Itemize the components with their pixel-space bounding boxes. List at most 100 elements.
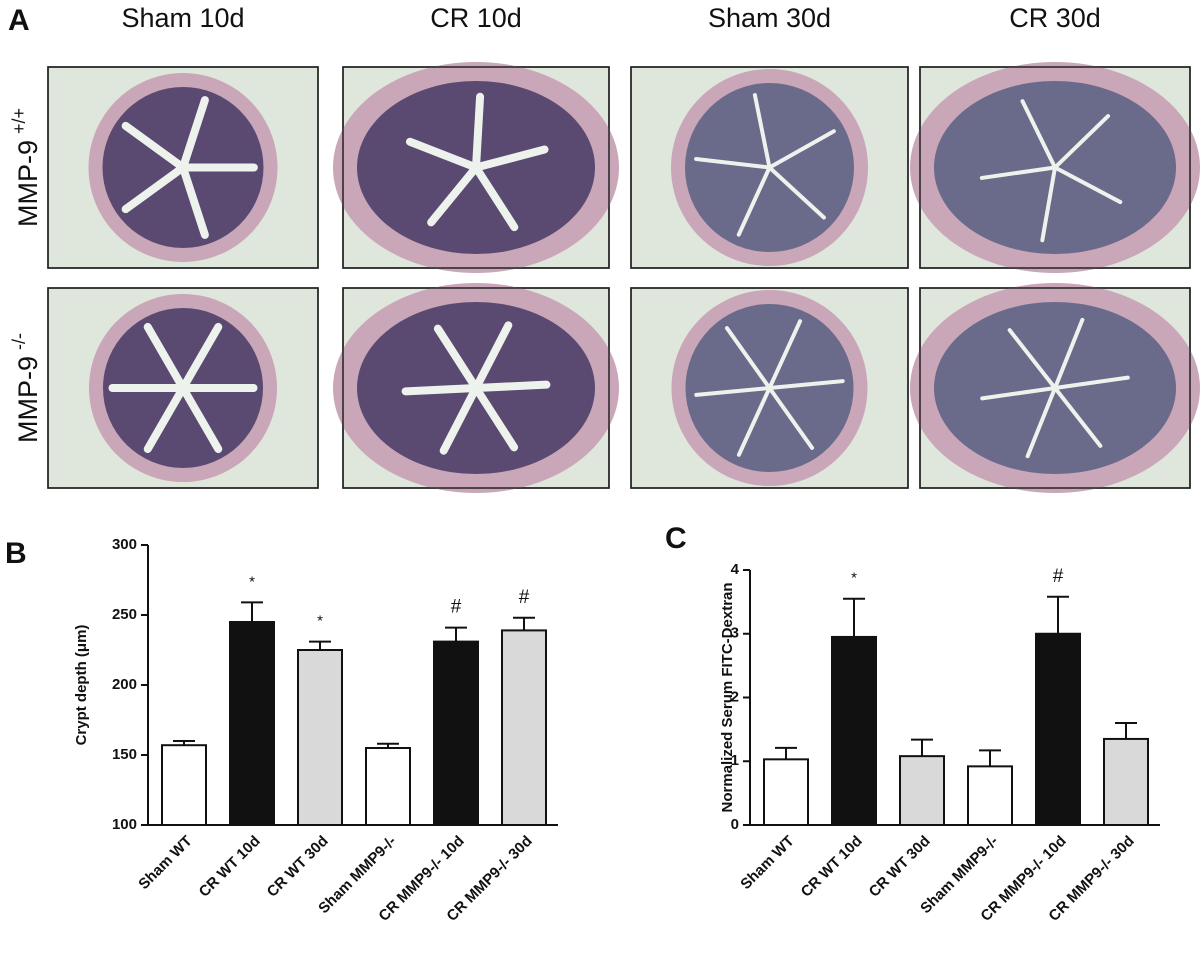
lumen-branch xyxy=(179,96,209,172)
image-frame xyxy=(47,287,319,489)
significance-mark: # xyxy=(1053,566,1064,587)
lumen-branch xyxy=(179,322,223,392)
lumen-branch xyxy=(767,165,826,220)
significance-mark: * xyxy=(317,613,323,630)
y-tick-label: 0 xyxy=(731,816,739,833)
histology-image xyxy=(910,62,1200,273)
lumen-branch xyxy=(121,163,187,214)
significance-mark: * xyxy=(249,573,255,590)
significance-mark: # xyxy=(451,597,462,618)
y-tick-label: 1 xyxy=(731,752,739,769)
image-frame xyxy=(342,287,610,489)
y-tick-label: 300 xyxy=(112,536,137,553)
y-tick-label: 4 xyxy=(731,561,740,578)
lumen-branch xyxy=(767,379,845,390)
histology-image xyxy=(630,287,909,489)
bar xyxy=(501,629,547,827)
lumen-branch xyxy=(1020,99,1057,170)
y-axis-label: Crypt depth (μm) xyxy=(73,625,90,746)
x-tick-label: CR WT 10d xyxy=(798,833,866,901)
significance-mark: # xyxy=(519,587,530,608)
image-frame xyxy=(919,287,1191,489)
row-label: MMP-9 -/- xyxy=(9,333,43,443)
y-axis-label: Normalized Serum FITC-Dextran xyxy=(719,582,736,812)
column-label: CR 30d xyxy=(1009,3,1101,33)
lumen-branch xyxy=(767,129,836,170)
image-frame xyxy=(630,66,909,269)
lumen-branch xyxy=(724,326,772,390)
column-label: Sham 30d xyxy=(708,3,831,33)
lumen-branch xyxy=(472,163,519,232)
x-tick-label: CR WT 10d xyxy=(196,833,264,901)
histology-image xyxy=(47,66,319,269)
row-label-superscript: +/+ xyxy=(9,108,29,134)
lumen-branch xyxy=(1053,165,1123,205)
histology-image xyxy=(333,283,619,493)
significance-mark: * xyxy=(851,570,857,587)
histology-image xyxy=(47,287,319,489)
lumen-branch xyxy=(736,386,772,457)
lumen-branch xyxy=(401,384,480,396)
lumen-branch xyxy=(1025,386,1057,459)
histology-image xyxy=(630,66,909,269)
lumen-branch xyxy=(433,324,480,392)
x-tick-label: CR WT 30d xyxy=(264,833,332,901)
lumen-branch xyxy=(980,386,1057,401)
x-tick-label: Sham WT xyxy=(737,833,797,893)
row-label: MMP-9 +/+ xyxy=(9,108,43,227)
lumen-branch xyxy=(767,386,815,450)
row-label-name: MMP-9 xyxy=(13,356,43,443)
lumen-branch xyxy=(121,121,187,172)
panel-label: B xyxy=(5,537,27,570)
lumen-branch xyxy=(1007,328,1057,390)
y-tick-label: 100 xyxy=(112,816,137,833)
lumen-branch xyxy=(472,384,519,452)
y-tick-label: 250 xyxy=(112,606,137,623)
lumen-branch xyxy=(736,165,772,237)
row-label-name: MMP-9 xyxy=(13,140,43,227)
y-tick-label: 2 xyxy=(731,688,739,705)
bar xyxy=(297,649,343,826)
lumen-branch xyxy=(1053,114,1111,170)
lumen-branch xyxy=(1040,165,1057,243)
histology-image xyxy=(333,62,619,273)
column-label: Sham 10d xyxy=(121,3,244,33)
y-tick-label: 150 xyxy=(112,746,137,763)
bar xyxy=(161,744,207,827)
bar xyxy=(433,640,479,826)
bar xyxy=(763,758,809,827)
image-frame xyxy=(342,66,610,269)
y-tick-label: 200 xyxy=(112,676,137,693)
lumen-branch xyxy=(472,92,485,172)
y-tick-label: 3 xyxy=(731,625,739,642)
lumen-branch xyxy=(439,384,480,455)
lumen-branch xyxy=(179,384,223,454)
x-tick-label: CR WT 30d xyxy=(866,833,934,901)
image-frame xyxy=(919,66,1191,269)
lumen-branch xyxy=(472,321,513,392)
lumen-branch xyxy=(143,384,187,454)
lumen-branch xyxy=(694,157,772,170)
lumen-branch xyxy=(405,137,480,172)
x-tick-label: Sham WT xyxy=(135,833,195,893)
lumen-branch xyxy=(1053,386,1103,448)
lumen-branch xyxy=(427,163,480,227)
histology-image xyxy=(910,283,1200,493)
panel-label: A xyxy=(8,4,30,37)
lumen-branch xyxy=(979,165,1057,180)
lumen-branch xyxy=(143,322,187,392)
image-frame xyxy=(47,66,319,269)
lumen-branch xyxy=(179,163,209,239)
lumen-branch xyxy=(472,380,551,392)
lumen-branch xyxy=(472,145,549,172)
image-frame xyxy=(630,287,909,489)
bar xyxy=(899,755,945,827)
lumen-branch xyxy=(1053,375,1130,390)
lumen-branch xyxy=(767,319,803,390)
lumen-branch xyxy=(1053,317,1085,390)
row-label-superscript: -/- xyxy=(9,333,29,350)
column-label: CR 10d xyxy=(430,3,522,33)
bar xyxy=(831,635,877,826)
